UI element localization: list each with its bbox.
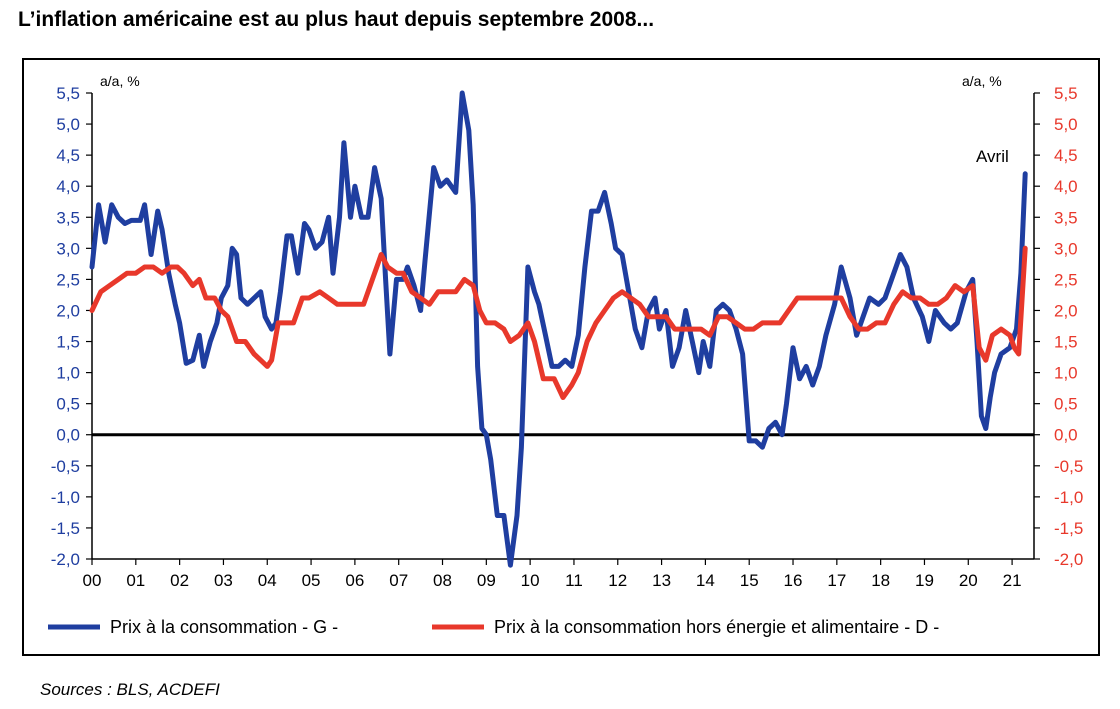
right-tick-label: 5,0 bbox=[1054, 115, 1078, 134]
x-tick-label: 16 bbox=[784, 571, 803, 590]
left-tick-label: 3,5 bbox=[56, 208, 80, 227]
x-tick-label: 01 bbox=[126, 571, 145, 590]
x-tick-label: 05 bbox=[302, 571, 321, 590]
sources-note: Sources : BLS, ACDEFI bbox=[40, 680, 220, 699]
annotation-avril: Avril bbox=[976, 147, 1009, 166]
left-tick-label: -0,5 bbox=[51, 457, 80, 476]
left-tick-label: 5,0 bbox=[56, 115, 80, 134]
right-tick-label: 0,5 bbox=[1054, 395, 1078, 414]
x-tick-label: 09 bbox=[477, 571, 496, 590]
left-tick-label: 4,0 bbox=[56, 177, 80, 196]
x-tick-label: 04 bbox=[258, 571, 277, 590]
x-tick-label: 07 bbox=[389, 571, 408, 590]
x-tick-label: 03 bbox=[214, 571, 233, 590]
series-layer bbox=[89, 90, 1028, 568]
left-tick-label: 4,5 bbox=[56, 146, 80, 165]
right-tick-label: 3,0 bbox=[1054, 239, 1078, 258]
left-tick-label: 0,0 bbox=[56, 426, 80, 445]
x-tick-label: 12 bbox=[608, 571, 627, 590]
right-tick-label: -1,5 bbox=[1054, 519, 1083, 538]
x-tick-label: 00 bbox=[83, 571, 102, 590]
left-tick-label: -1,0 bbox=[51, 488, 80, 507]
x-tick-label: 19 bbox=[915, 571, 934, 590]
x-tick-label: 21 bbox=[1003, 571, 1022, 590]
right-tick-label: 4,0 bbox=[1054, 177, 1078, 196]
left-tick-label: -1,5 bbox=[51, 519, 80, 538]
right-tick-label: 0,0 bbox=[1054, 426, 1078, 445]
x-tick-label: 08 bbox=[433, 571, 452, 590]
left-tick-label: 2,5 bbox=[56, 270, 80, 289]
right-tick-label: 2,5 bbox=[1054, 270, 1078, 289]
x-tick-label: 11 bbox=[565, 571, 583, 590]
legend-label-cpi: Prix à la consommation - G - bbox=[110, 617, 338, 637]
axes-layer: 5,5 5,5 5,0 5,0 4,5 4,5 4,0 4,0 3,5 3,5 3,0 3,0 2,5 2… bbox=[51, 84, 1084, 590]
left-tick-label: 5,5 bbox=[56, 84, 80, 103]
inflation-chart: 5,5 5,5 5,0 5,0 4,5 4,5 4,0 4,0 3,5 3,5 3,0 3,0 2,5 2… bbox=[48, 73, 1084, 637]
left-tick-label: -2,0 bbox=[51, 550, 80, 569]
left-tick-label: 1,5 bbox=[56, 333, 80, 352]
legend-label-core: Prix à la consommation hors énergie et a… bbox=[494, 617, 939, 637]
x-tick-label: 06 bbox=[345, 571, 364, 590]
right-axis-unit: a/a, % bbox=[962, 73, 1002, 89]
right-tick-label: 1,5 bbox=[1054, 333, 1078, 352]
left-tick-label: 3,0 bbox=[56, 239, 80, 258]
left-axis-unit: a/a, % bbox=[100, 73, 140, 89]
right-tick-label: 3,5 bbox=[1054, 208, 1078, 227]
series-cpi-line bbox=[89, 90, 1028, 568]
page-title: L’inflation américaine est au plus haut … bbox=[18, 8, 655, 31]
left-tick-label: 1,0 bbox=[56, 364, 80, 383]
right-tick-label: -2,0 bbox=[1054, 550, 1083, 569]
right-tick-label: 2,0 bbox=[1054, 301, 1078, 320]
series-core-cpi-line bbox=[89, 245, 1028, 400]
x-tick-label: 02 bbox=[170, 571, 189, 590]
legend: Prix à la consommation - G - Prix à la co… bbox=[48, 617, 939, 637]
right-tick-label: 4,5 bbox=[1054, 146, 1078, 165]
left-tick-label: 2,0 bbox=[56, 301, 80, 320]
right-tick-label: -0,5 bbox=[1054, 457, 1083, 476]
right-tick-label: 1,0 bbox=[1054, 364, 1078, 383]
x-tick-label: 15 bbox=[740, 571, 759, 590]
x-tick-label: 20 bbox=[959, 571, 978, 590]
x-tick-label: 14 bbox=[696, 571, 715, 590]
x-tick-label: 18 bbox=[871, 571, 890, 590]
right-tick-label: 5,5 bbox=[1054, 84, 1078, 103]
x-tick-label: 13 bbox=[652, 571, 671, 590]
x-tick-label: 10 bbox=[521, 571, 540, 590]
left-tick-label: 0,5 bbox=[56, 395, 80, 414]
x-tick-label: 17 bbox=[827, 571, 846, 590]
right-tick-label: -1,0 bbox=[1054, 488, 1083, 507]
